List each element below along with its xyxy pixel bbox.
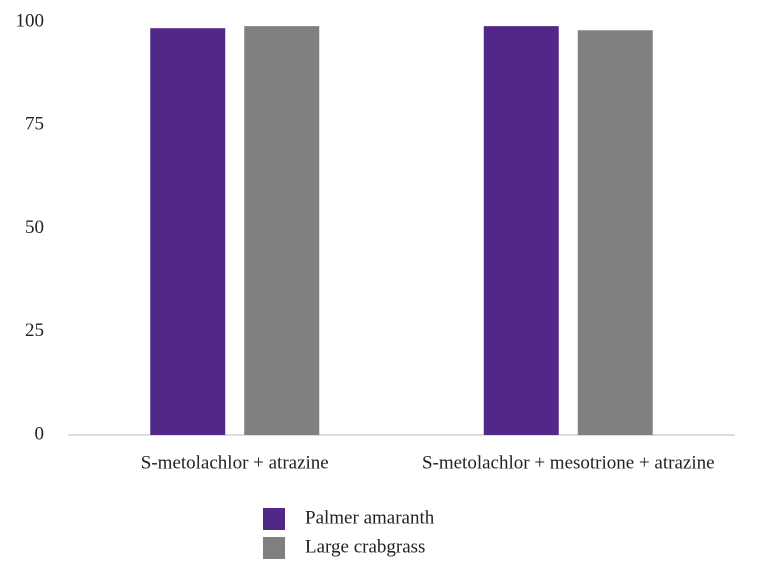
legend-swatch [263,537,285,559]
legend-label: Palmer amaranth [305,507,435,528]
y-tick-label: 50 [25,217,44,238]
y-tick-label: 0 [35,423,45,444]
y-tick-label: 25 [25,320,44,341]
bar [150,28,226,435]
y-tick-label: 100 [16,10,45,31]
legend-label: Large crabgrass [305,536,425,557]
y-tick-label: 75 [25,114,44,135]
legend-swatch [263,508,285,530]
bar [244,26,320,435]
x-tick-label: S-metolachlor + mesotrione + atrazine [422,452,715,473]
bar [577,30,653,435]
bar [483,26,559,435]
x-tick-label: S-metolachlor + atrazine [141,452,329,473]
